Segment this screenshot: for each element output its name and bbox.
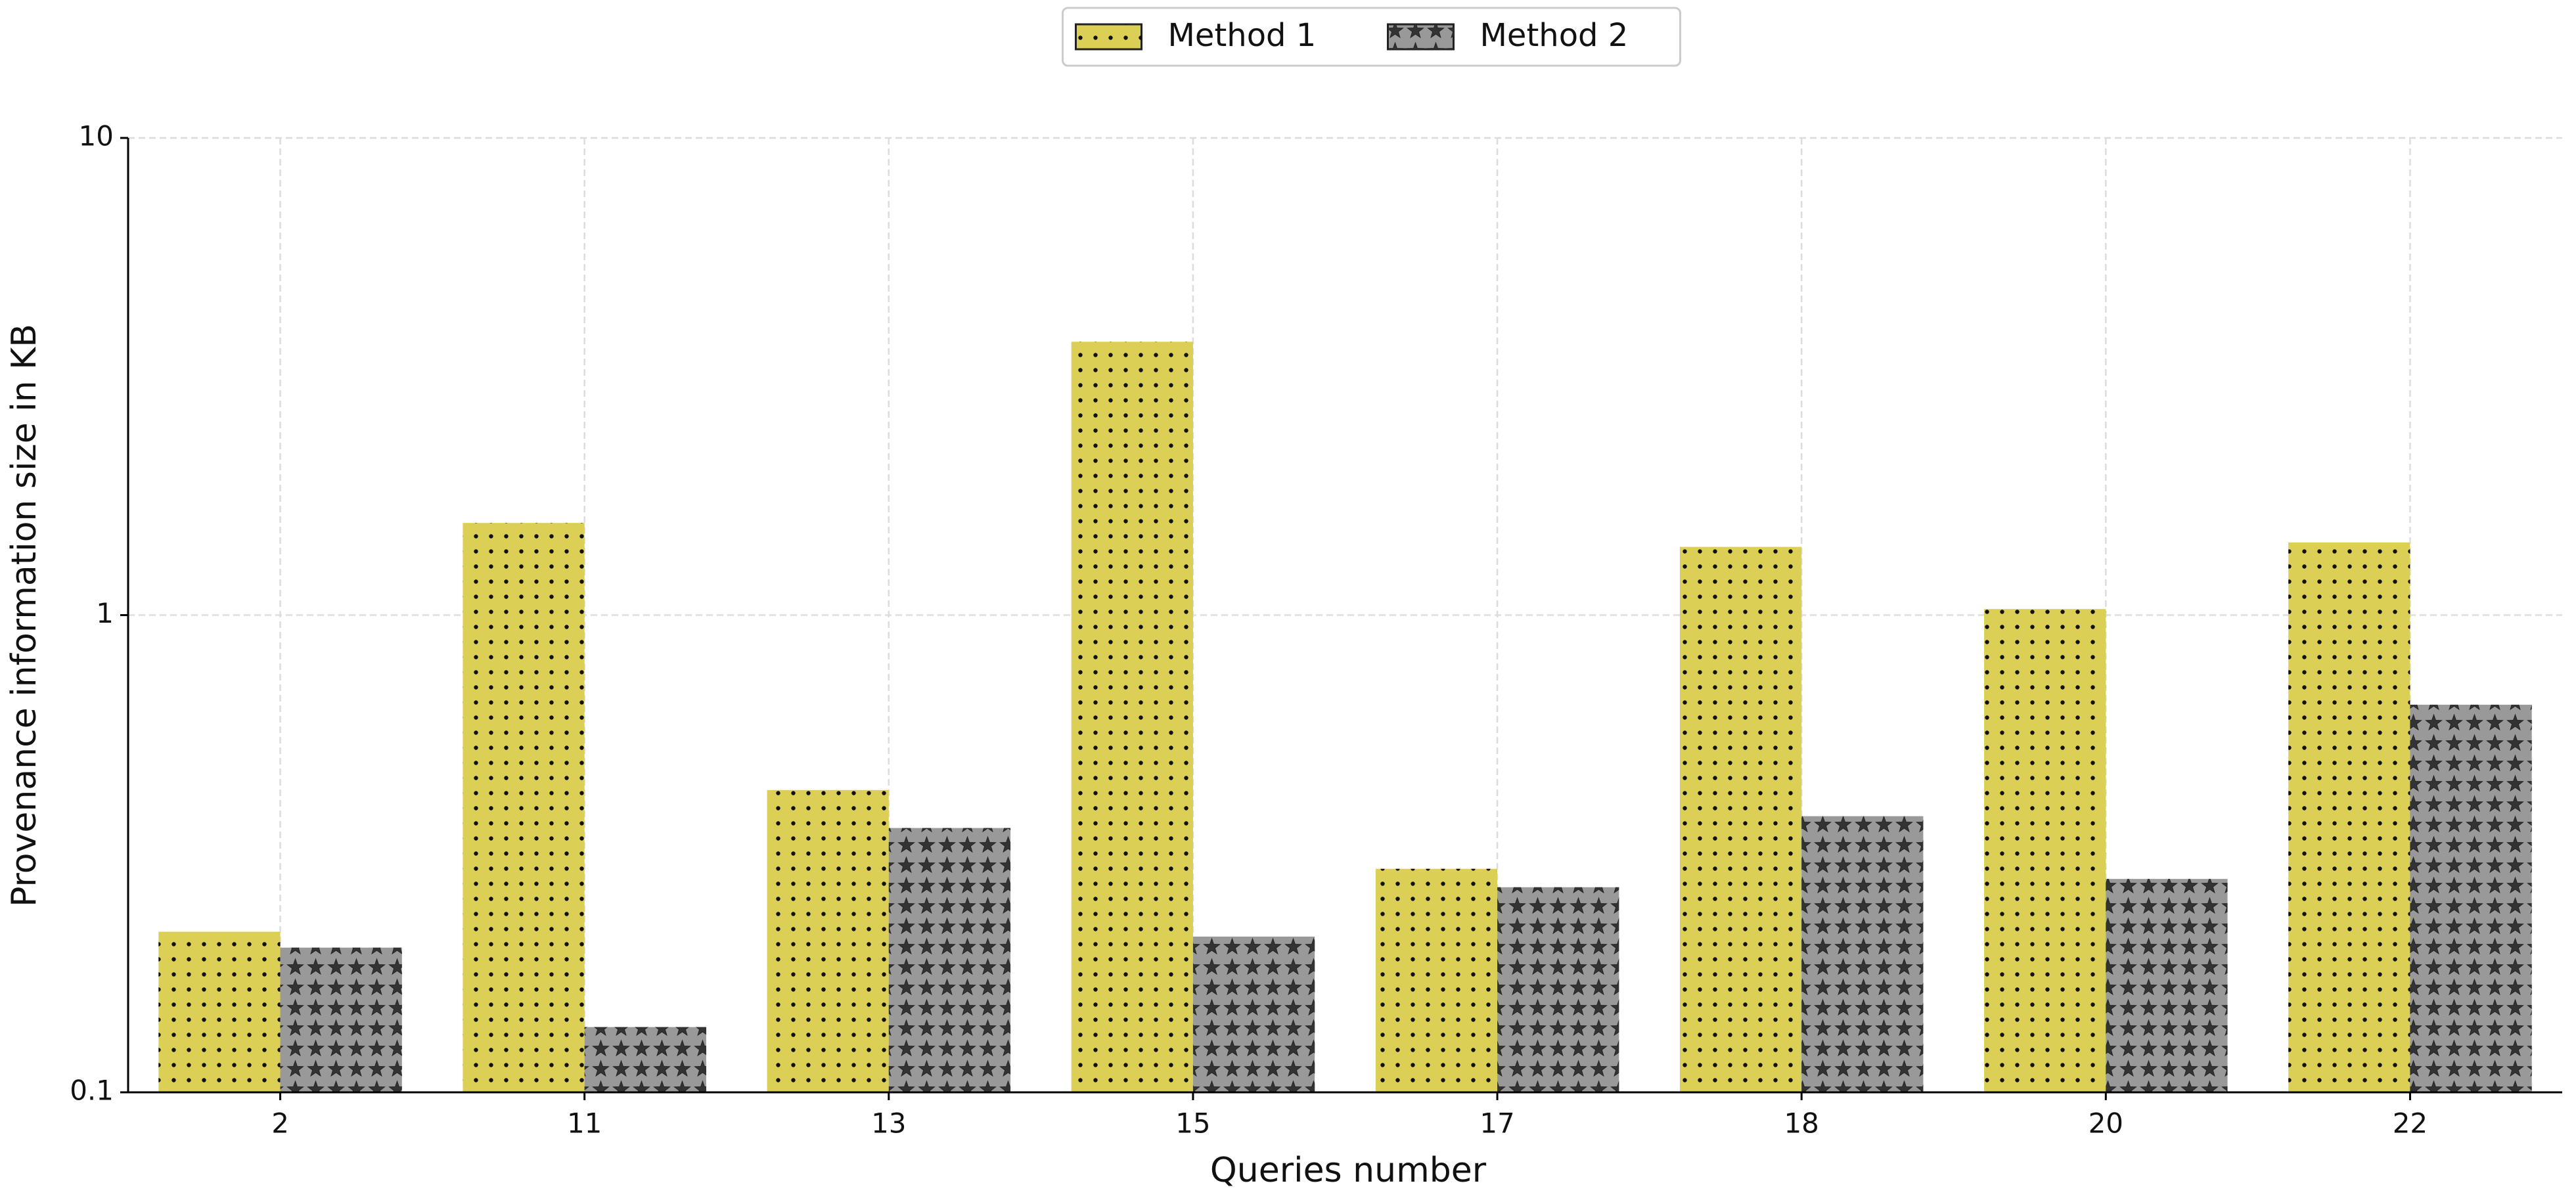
bar-hatch — [1192, 936, 1315, 1092]
bar-hatch — [1375, 868, 1498, 1092]
legend-box — [1062, 7, 1681, 67]
y-tick-label: 10 — [79, 120, 114, 152]
bar-hatch — [888, 828, 1011, 1092]
x-tick-label: 11 — [567, 1107, 602, 1140]
bar-hatch — [767, 790, 889, 1092]
bar-hatch — [2106, 879, 2228, 1092]
legend-swatch-hatch — [1075, 24, 1142, 49]
x-tick-label: 13 — [871, 1107, 906, 1140]
bar-hatch — [2288, 542, 2410, 1092]
x-tick-label: 2 — [271, 1107, 289, 1140]
legend-label: Method 1 — [1168, 17, 1317, 54]
legend-label: Method 2 — [1480, 17, 1629, 54]
y-tick-label: 1 — [96, 597, 114, 629]
bar-hatch — [158, 931, 281, 1092]
bar-hatch — [1984, 609, 2106, 1092]
bar-hatch — [1071, 342, 1193, 1092]
y-tick-label: 0.1 — [70, 1075, 114, 1107]
y-axis-label: Provenance information size in KB — [5, 324, 44, 907]
x-tick-label: 22 — [2393, 1107, 2428, 1140]
bar-hatch — [1679, 546, 1802, 1092]
x-axis-label: Queries number — [1210, 1151, 1487, 1190]
legend-swatch-hatch — [1388, 24, 1454, 49]
x-tick-label: 15 — [1175, 1107, 1210, 1140]
x-tick-label: 17 — [1480, 1107, 1514, 1140]
x-tick-label: 20 — [2089, 1107, 2123, 1140]
bar-hatch — [463, 523, 585, 1092]
bar-hatch — [280, 947, 402, 1092]
x-tick-label: 18 — [1784, 1107, 1819, 1140]
bar-hatch — [2410, 704, 2532, 1092]
bar-hatch — [584, 1027, 706, 1092]
bar-hatch — [1801, 816, 1924, 1092]
bar-hatch — [1497, 887, 1619, 1092]
